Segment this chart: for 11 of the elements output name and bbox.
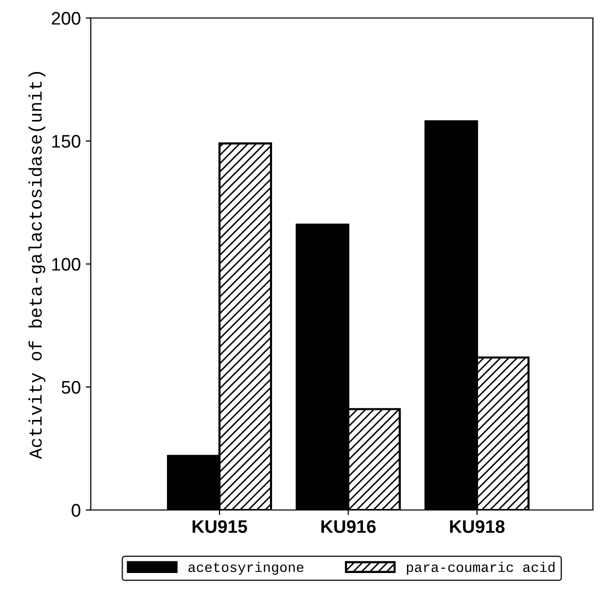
x-tick-label: KU916 — [321, 520, 376, 533]
y-axis-title: Activity of beta-galactosidase(unit) — [28, 72, 46, 460]
y-tick-label: 100 — [52, 258, 80, 271]
legend-label: para-coumaric acid — [406, 562, 555, 575]
x-tick-label: KU918 — [450, 520, 505, 533]
y-tick-label: 0 — [72, 504, 80, 517]
y-tick-label: 50 — [62, 380, 80, 394]
y-tick-label: 150 — [52, 134, 80, 148]
legend-label: acetosyringone — [188, 562, 304, 575]
y-tick-label: 200 — [52, 12, 80, 25]
x-tick-label: KU915 — [192, 520, 248, 533]
